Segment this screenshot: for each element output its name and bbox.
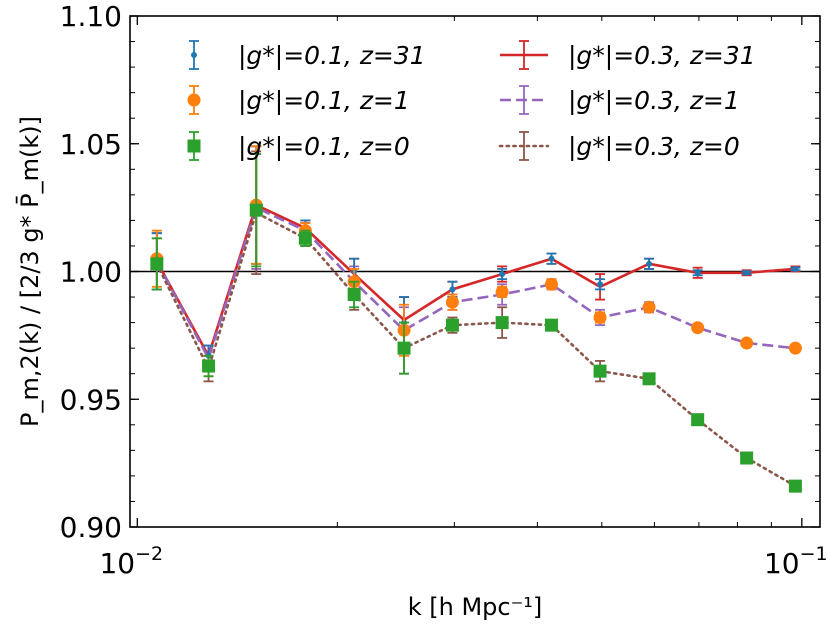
y-tick-label: 1.00: [60, 256, 122, 289]
legend-label: |g*|=0.1, z=1: [238, 86, 410, 115]
y-tick-label: 1.05: [60, 128, 122, 161]
data-point: [347, 287, 361, 301]
y-tick-label: 1.10: [60, 0, 122, 33]
data-point: [788, 341, 802, 355]
legend-entry: |g*|=0.1, z=0: [187, 131, 410, 161]
data-point: [642, 300, 656, 314]
data-point: [150, 257, 164, 271]
legend-entry: |g*|=0.3, z=0: [498, 131, 740, 161]
data-point: [593, 310, 607, 324]
data-point: [740, 451, 754, 465]
series-4: [151, 145, 801, 373]
legend: |g*|=0.1, z=31 |g*|=0.1, z=1 |g*|=0.1, z=0…: [187, 40, 756, 161]
data-point: [548, 255, 555, 262]
data-point: [298, 231, 312, 245]
axis-ticks: 0.90 0.95 1.00 1.05 1.10 10−2 10−1: [60, 0, 828, 580]
data-point: [495, 316, 509, 330]
data-point: [249, 203, 263, 217]
x-axis-label: k [h Mpc⁻¹]: [408, 593, 543, 621]
plot-content: [130, 145, 820, 493]
series-0: [151, 145, 801, 367]
data-point: [694, 269, 701, 276]
data-point: [792, 265, 799, 272]
data-point: [495, 285, 509, 299]
data-point: [449, 286, 456, 293]
plot-frame: [129, 15, 821, 528]
legend-label: |g*|=0.3, z=1: [568, 86, 740, 115]
legend-marker: [191, 52, 197, 58]
series-3: [151, 145, 801, 367]
data-point: [642, 372, 656, 386]
legend-label: |g*|=0.3, z=31: [568, 41, 756, 70]
data-point: [445, 295, 459, 309]
legend-marker: [187, 93, 201, 107]
y-tick-label: 0.95: [60, 383, 122, 416]
plot-border: [129, 15, 821, 528]
data-point: [788, 479, 802, 493]
legend-label: |g*|=0.1, z=31: [238, 41, 426, 70]
data-point: [544, 318, 558, 332]
series-line: [155, 211, 797, 488]
y-axis-label: P_m,2(k) / [2/3 g* P̄_m(k)]: [15, 116, 44, 427]
x-tick-label: 10−1: [764, 543, 828, 580]
axis-labels: k [h Mpc⁻¹] P_m,2(k) / [2/3 g* P̄_m(k)]: [15, 116, 543, 621]
data-point: [397, 341, 411, 355]
data-point: [544, 277, 558, 291]
data-point: [743, 269, 750, 276]
legend-entry: |g*|=0.1, z=31: [189, 40, 426, 70]
legend-entry: |g*|=0.3, z=31: [500, 40, 756, 70]
legend-entry: |g*|=0.3, z=1: [500, 85, 740, 115]
legend-entry: |g*|=0.1, z=1: [187, 85, 410, 115]
data-point: [691, 321, 705, 335]
data-point: [593, 364, 607, 378]
series-5: [151, 150, 801, 490]
data-point: [597, 281, 604, 288]
x-tick-label: 10−2: [99, 543, 163, 580]
series-2: [150, 153, 802, 493]
legend-label: |g*|=0.3, z=0: [568, 132, 740, 161]
data-point: [499, 271, 506, 278]
data-point: [691, 413, 705, 427]
legend-marker: [187, 139, 201, 153]
series-line: [155, 206, 796, 360]
data-point: [740, 336, 754, 350]
data-point: [445, 318, 459, 332]
y-tick-label: 0.90: [60, 511, 122, 544]
series-line: [155, 203, 796, 358]
legend-label: |g*|=0.1, z=0: [238, 132, 410, 161]
series-1: [150, 145, 802, 378]
data-point: [202, 359, 216, 373]
data-point: [646, 260, 653, 267]
